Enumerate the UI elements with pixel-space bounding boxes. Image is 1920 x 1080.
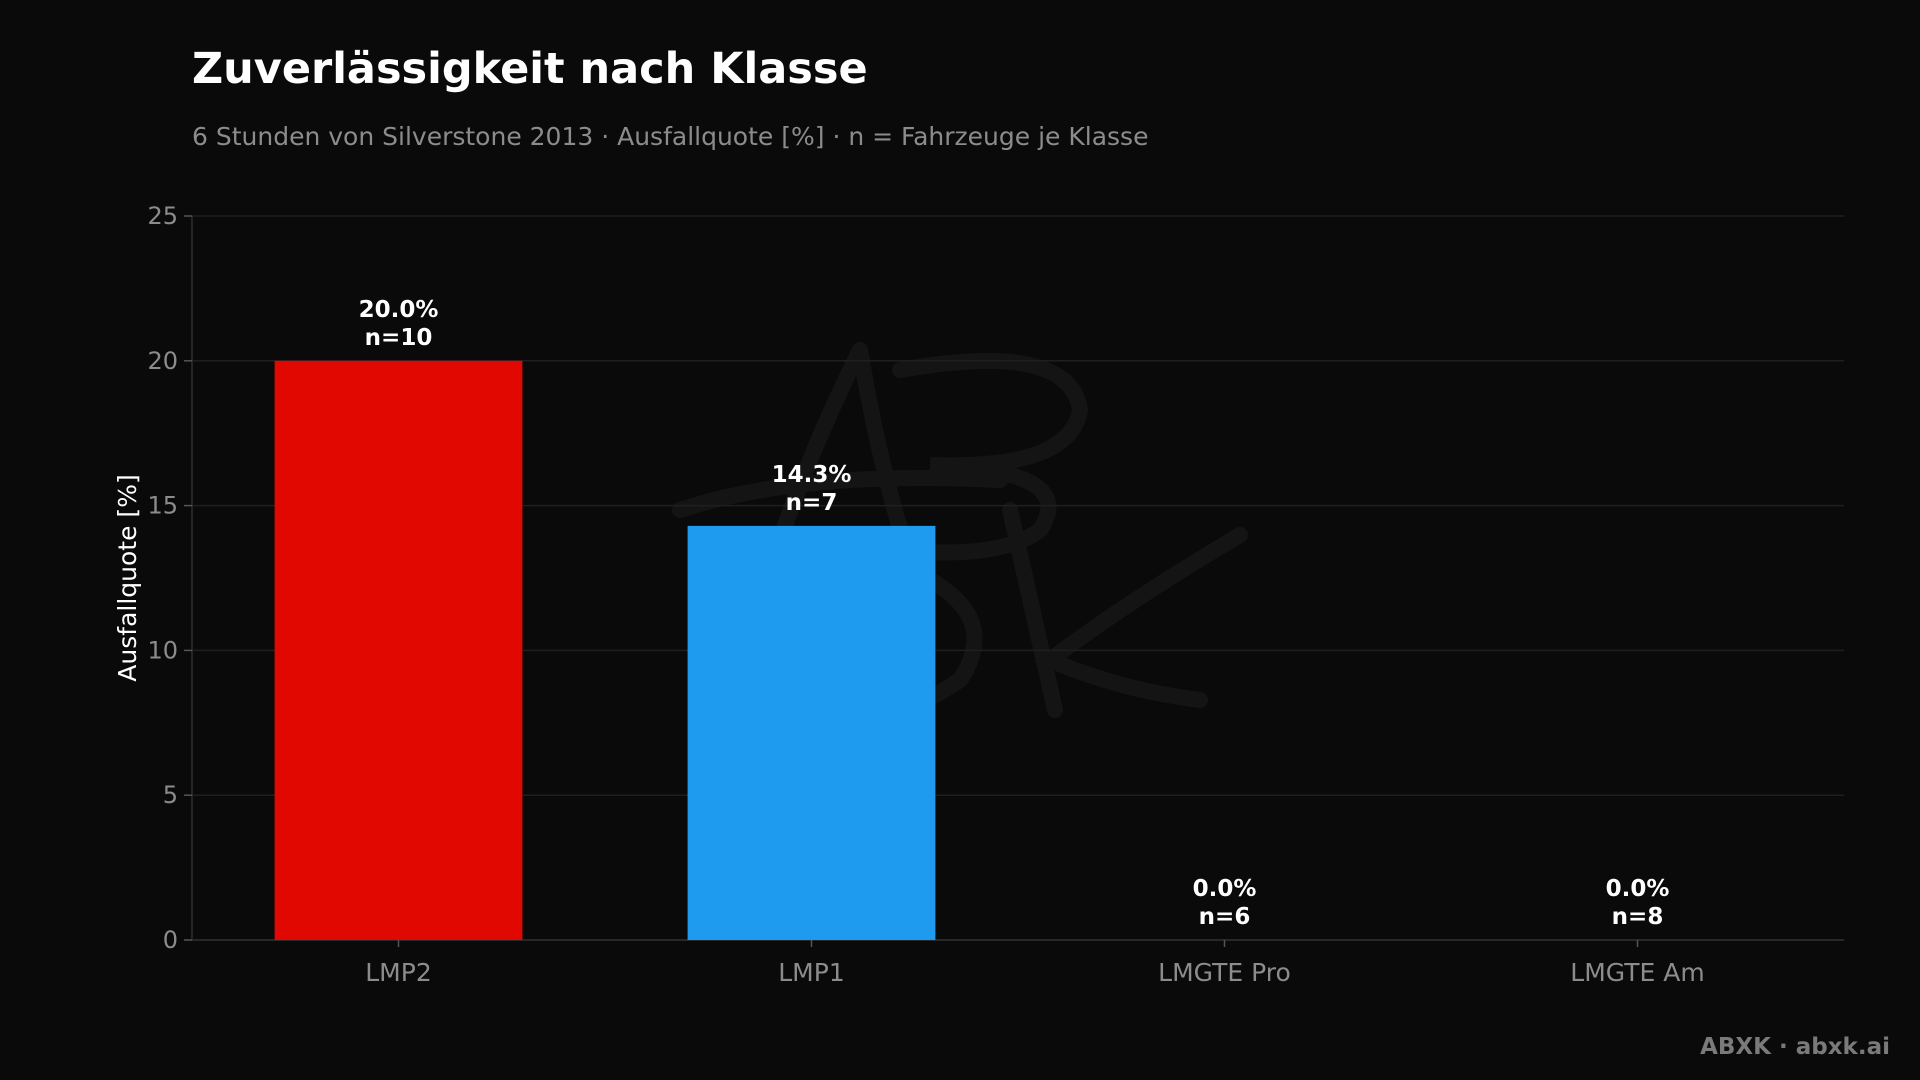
- y-tick-labels: 0 5 10 15 20 25: [147, 202, 192, 954]
- y-tick-label: 25: [147, 202, 178, 230]
- value-label: 14.3%: [772, 462, 852, 488]
- x-tick-label: LMP2: [365, 958, 431, 987]
- x-tick-label: LMP1: [778, 958, 844, 987]
- y-tick-label: 5: [163, 781, 178, 809]
- chart-subtitle: 6 Stunden von Silverstone 2013 · Ausfall…: [192, 122, 1149, 151]
- y-axis-label: Ausfallquote [%]: [113, 474, 142, 681]
- count-label: n=10: [365, 325, 433, 351]
- chart-title: Zuverlässigkeit nach Klasse: [192, 44, 868, 94]
- y-tick-label: 10: [147, 636, 178, 664]
- bar-lmp2: [274, 360, 523, 940]
- count-label: n=7: [786, 490, 838, 516]
- value-label: 0.0%: [1193, 876, 1257, 902]
- count-label: n=8: [1612, 904, 1664, 930]
- bar-lmp1: [687, 525, 936, 940]
- value-label: 20.0%: [359, 297, 439, 323]
- brand-footer: ABXK · abxk.ai: [1700, 1034, 1890, 1060]
- y-tick-label: 20: [147, 347, 178, 375]
- y-tick-label: 0: [163, 926, 178, 954]
- bars: [274, 360, 936, 940]
- value-label: 0.0%: [1606, 876, 1670, 902]
- x-tick-label: LMGTE Am: [1570, 958, 1704, 987]
- count-label: n=6: [1199, 904, 1251, 930]
- y-tick-label: 15: [147, 492, 178, 520]
- x-tick-labels: LMP2 LMP1 LMGTE Pro LMGTE Am: [365, 940, 1705, 987]
- x-tick-label: LMGTE Pro: [1158, 958, 1291, 987]
